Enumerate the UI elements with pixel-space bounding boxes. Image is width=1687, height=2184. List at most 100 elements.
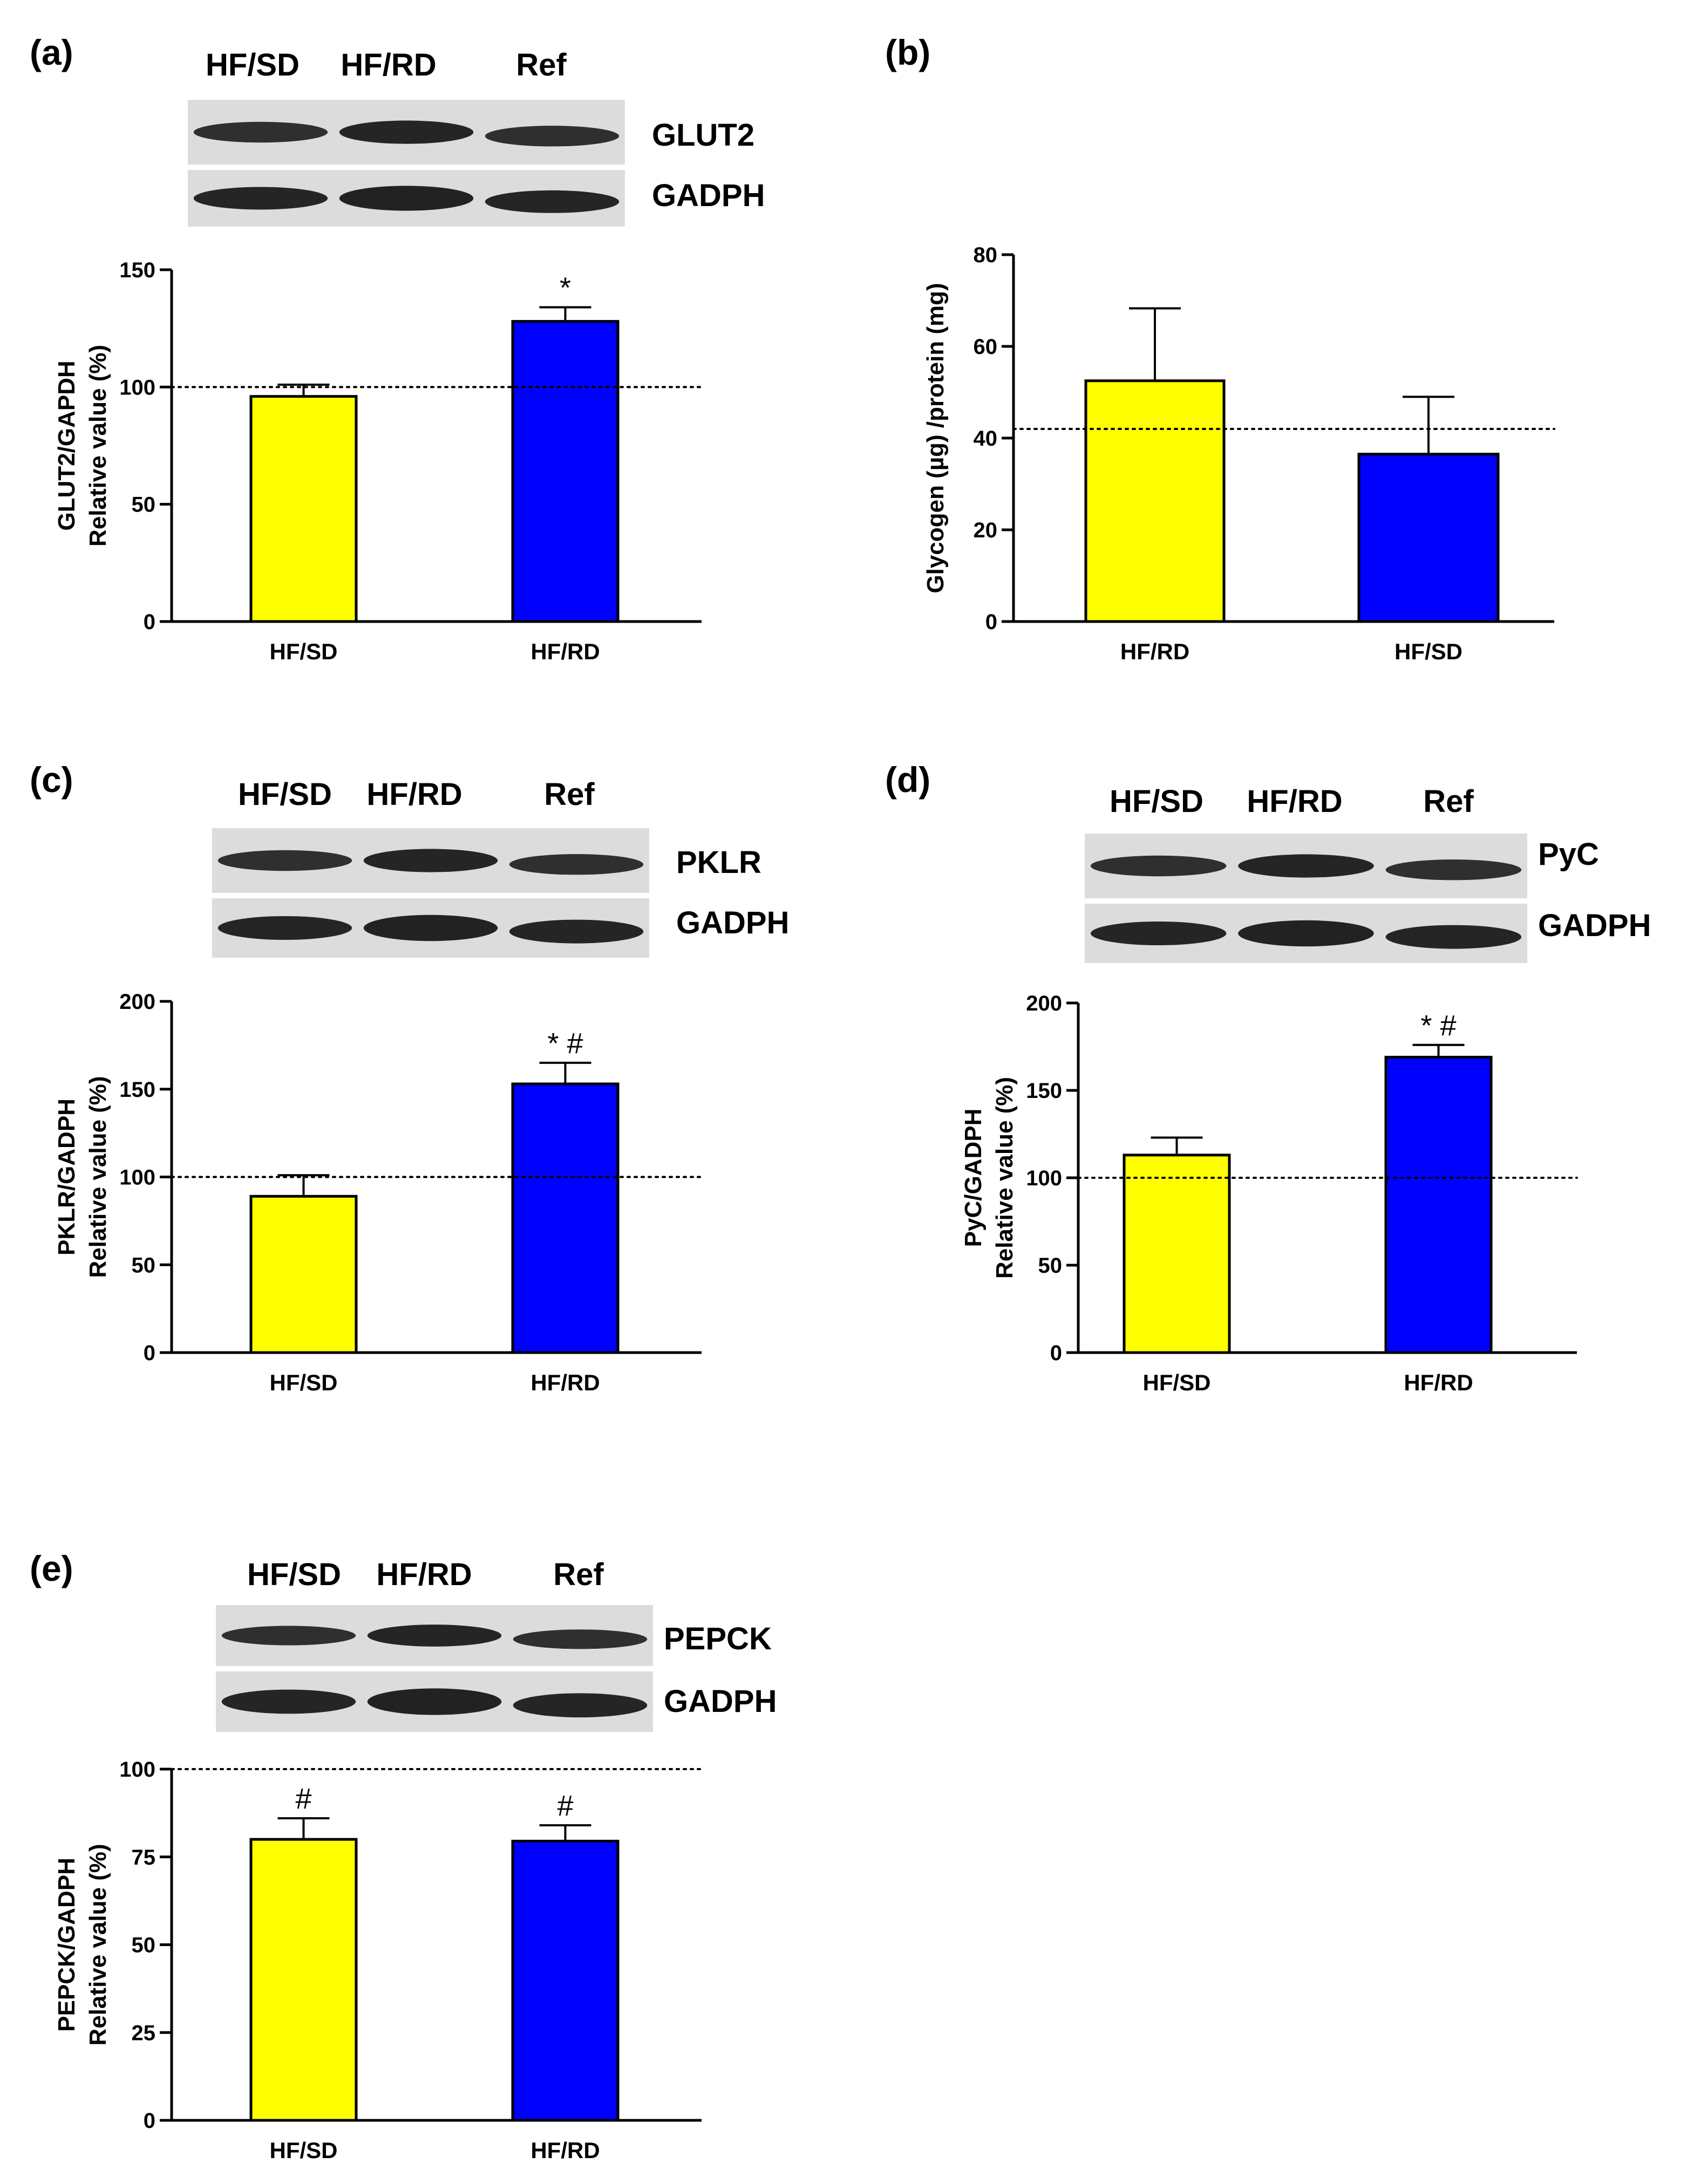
blot-row-pepck-band-3 <box>513 1629 648 1649</box>
blot-row-glut2-band-3 <box>485 126 620 147</box>
blot-row-pyc-band-2 <box>1238 854 1374 878</box>
bar <box>1123 1154 1231 1354</box>
significance-label: * # <box>547 1027 583 1060</box>
blot-row-gadph-band-3 <box>509 919 644 944</box>
blot-row-pklr-band-1 <box>217 850 352 871</box>
y-tick-label: 0 <box>144 610 155 634</box>
y-tick-label: 0 <box>985 610 997 634</box>
panel-label: (b) <box>885 32 930 72</box>
y-tick-label: 150 <box>119 1078 155 1102</box>
bar <box>249 1838 358 2122</box>
y-axis-title-line: PyC/GADPH <box>960 1109 987 1247</box>
blot-row-gadph-band-3 <box>513 1693 648 1718</box>
category-label: HF/SD <box>270 1370 338 1395</box>
blot-row-gadph-band-3 <box>485 190 620 213</box>
panel-label: (e) <box>30 1548 73 1588</box>
bar-chart: 0 50 100 150 GLUT2/GAPDH Relative value (%) HF… <box>53 258 703 664</box>
bar <box>249 395 358 623</box>
protein-label: PyC <box>1538 837 1599 872</box>
y-axis-title: Glycogen (µg) /protein (mg) <box>922 283 949 593</box>
blot-row-pyc-band-1 <box>1090 855 1227 877</box>
y-tick-label: 150 <box>1026 1079 1062 1103</box>
blot-row-pepck-band-1 <box>221 1626 356 1646</box>
y-axis-title-line: Relative value (%) <box>991 1077 1018 1279</box>
lane-label: Ref <box>516 47 567 83</box>
y-axis-title-line: Glycogen (µg) /protein (mg) <box>922 283 949 593</box>
protein-label: GLUT2 <box>652 118 754 153</box>
y-tick-label: 150 <box>119 258 155 282</box>
bar-chart: 0 50 100 150 200 PyC/GADPH Relative value (%) H… <box>960 992 1578 1395</box>
blot-row-gadph-band-1 <box>193 187 328 210</box>
bar <box>1357 453 1500 623</box>
protein-label: GADPH <box>1538 908 1651 943</box>
y-tick-label: 50 <box>1038 1254 1063 1278</box>
significance-label: * # <box>1420 1009 1456 1042</box>
category-label: HF/RD <box>530 639 600 664</box>
category-label: HF/SD <box>1395 639 1462 664</box>
category-label: HF/SD <box>1143 1370 1211 1395</box>
category-label: HF/RD <box>1404 1370 1473 1395</box>
y-tick-label: 60 <box>974 335 998 359</box>
bar <box>511 320 620 623</box>
bar-chart: 0 50 100 150 200 PKLR/GADPH Relative value (%)… <box>53 990 703 1395</box>
y-tick-label: 100 <box>119 376 155 399</box>
western-blot: HF/SD HF/RD Ref PEPCK GADPH <box>216 1557 777 1732</box>
y-tick-label: 100 <box>1026 1166 1062 1190</box>
bar <box>1384 1055 1493 1354</box>
y-tick-label: 80 <box>974 243 998 267</box>
y-axis-title-line: PEPCK/GADPH <box>53 1858 80 2032</box>
y-tick-label: 100 <box>119 1166 155 1190</box>
y-axis-title-line: GLUT2/GAPDH <box>53 360 80 530</box>
bar <box>511 1839 620 2122</box>
category-label: HF/SD <box>270 2138 338 2163</box>
panel-b: (b) 0 20 40 60 80 Glycogen (µg) /protein (mg) H… <box>885 32 1555 664</box>
blot-row-pepck-band-2 <box>367 1625 502 1647</box>
y-axis-title-line: PKLR/GADPH <box>53 1098 80 1255</box>
y-tick-label: 50 <box>132 1934 156 1957</box>
blot-row-pyc-band-3 <box>1385 859 1522 881</box>
y-tick-label: 0 <box>144 2109 155 2133</box>
protein-label: PKLR <box>676 845 761 880</box>
bar-chart: 0 25 50 75 100 PEPCK/GADPH Relative value (%) H… <box>53 1758 703 2163</box>
lane-label: HF/SD <box>1110 784 1203 819</box>
y-axis-title: PKLR/GADPH Relative value (%) <box>53 1076 111 1278</box>
panel-c: (c) HF/SD HF/RD Ref PKLR GADPH 0 50 100 150 200 PKL… <box>30 760 789 1395</box>
lane-label: HF/SD <box>206 47 300 83</box>
lane-label: HF/RD <box>1247 784 1342 819</box>
y-tick-label: 50 <box>132 1253 156 1277</box>
y-axis-title-line: Relative value (%) <box>85 1076 111 1278</box>
blot-row-gadph-band-3 <box>1385 925 1522 949</box>
lane-label: HF/RD <box>376 1557 472 1592</box>
y-tick-label: 40 <box>974 427 998 451</box>
blot-row-gadph-band-1 <box>1090 922 1227 945</box>
y-tick-label: 50 <box>132 493 156 517</box>
panel-label: (d) <box>885 760 930 800</box>
category-label: HF/SD <box>270 639 338 664</box>
lane-label: HF/RD <box>341 47 436 83</box>
blot-row-glut2-band-1 <box>193 121 328 143</box>
category-label: HF/RD <box>530 1370 600 1395</box>
blot-row-pklr-band-2 <box>363 849 498 872</box>
blot-row-gadph-band-2 <box>363 914 498 941</box>
western-blot: HF/SD HF/RD Ref GLUT2 GADPH <box>188 47 765 227</box>
western-blot: HF/SD HF/RD Ref PyC GADPH <box>1085 784 1651 963</box>
blot-row-gadph-band-2 <box>339 186 474 211</box>
significance-label: # <box>295 1783 311 1815</box>
y-axis-title: PEPCK/GADPH Relative value (%) <box>53 1844 111 2045</box>
bar <box>249 1195 358 1354</box>
significance-label: # <box>557 1790 573 1822</box>
y-tick-label: 100 <box>119 1758 155 1782</box>
blot-row-glut2-band-2 <box>339 120 474 144</box>
lane-label: Ref <box>1423 784 1474 819</box>
bar <box>511 1082 620 1354</box>
category-label: HF/RD <box>530 2138 600 2163</box>
protein-label: GADPH <box>652 178 765 213</box>
lane-label: Ref <box>544 777 595 812</box>
western-blot: HF/SD HF/RD Ref PKLR GADPH <box>212 777 789 958</box>
protein-label: GADPH <box>664 1684 777 1719</box>
y-axis-title: GLUT2/GAPDH Relative value (%) <box>53 345 111 547</box>
bar <box>1084 379 1226 623</box>
protein-label: PEPCK <box>664 1621 772 1656</box>
panel-d: (d) HF/SD HF/RD Ref PyC GADPH 0 50 100 150 200 PyC/… <box>885 760 1651 1395</box>
